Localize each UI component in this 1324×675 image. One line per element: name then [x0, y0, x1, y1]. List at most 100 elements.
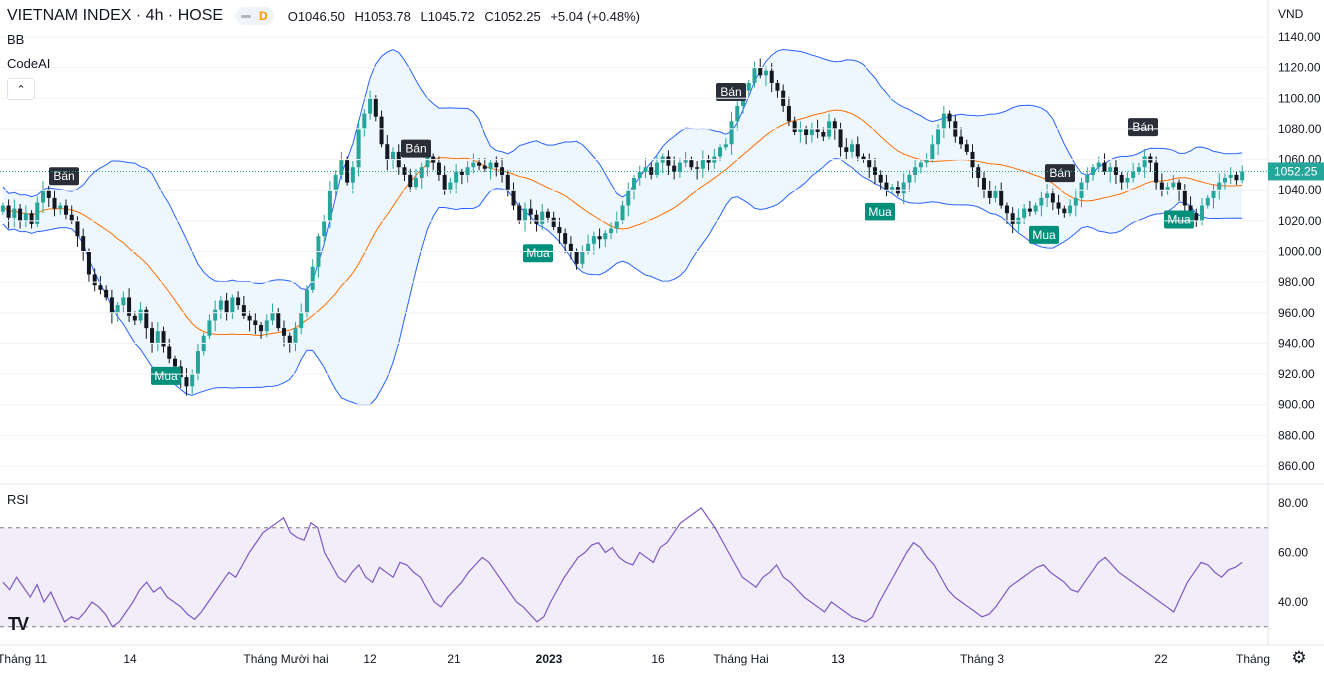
candle-body	[379, 116, 384, 145]
y-tick-label: 880.00	[1278, 428, 1315, 442]
candle-body	[465, 167, 470, 175]
symbol-title[interactable]: VIETNAM INDEX · 4h · HOSE	[7, 7, 224, 24]
candle-body	[821, 131, 826, 137]
candle-body	[718, 147, 723, 157]
candle-body	[987, 190, 992, 198]
open-value: O1046.50	[287, 8, 345, 24]
candle-body	[609, 228, 614, 234]
buy-signal-tag: Mua	[1029, 225, 1059, 244]
candle-body	[1234, 174, 1239, 181]
candle-body	[1045, 193, 1050, 198]
signal-tag-bg	[1029, 225, 1059, 244]
change-value: +5.04 (+0.48%)	[550, 8, 640, 24]
candle-body	[230, 297, 235, 313]
candle-body	[907, 174, 912, 183]
candle-body	[964, 144, 969, 152]
candle-body	[890, 187, 895, 191]
candle-body	[1159, 182, 1164, 191]
candle-body	[1033, 205, 1038, 212]
candle-body	[981, 177, 986, 191]
chart-header: VIETNAM INDEX · 4h · HOSE D O1046.50 H10…	[7, 7, 646, 25]
candle-body	[356, 128, 361, 168]
candle-body	[373, 98, 378, 117]
candle-body	[654, 162, 659, 175]
candle-body	[993, 190, 998, 198]
candle-body	[12, 208, 17, 218]
signal-tag-label: Bán	[1049, 166, 1070, 180]
y-tick-label: 960.00	[1278, 306, 1315, 320]
x-tick-label: 21	[447, 652, 461, 666]
signal-tag-label: Bán	[1132, 120, 1153, 134]
x-tick-label: 16	[651, 652, 665, 666]
signal-tags: Bán Mua Bán Mua Bán Mua Bán Mua Bán Mua	[49, 82, 1194, 385]
y-tick-label: 1120.00	[1278, 61, 1321, 75]
candle-body	[477, 162, 482, 166]
candle-body	[752, 67, 757, 83]
candle-body	[132, 315, 137, 321]
candle-body	[46, 190, 51, 198]
candle-body	[580, 251, 585, 264]
candle-body	[1211, 190, 1216, 198]
candle-body	[677, 162, 682, 172]
candle-body	[872, 167, 877, 175]
candle-body	[792, 121, 797, 132]
candle-body	[672, 165, 677, 172]
candle-body	[310, 266, 315, 290]
candle-body	[528, 208, 533, 215]
x-tick-label: 13	[831, 652, 845, 666]
candle-body	[620, 205, 625, 221]
candle-body	[1062, 208, 1067, 214]
candle-body	[167, 346, 172, 359]
candle-body	[735, 105, 740, 122]
candle-body	[591, 236, 596, 244]
candle-body	[643, 167, 648, 172]
candle-body	[276, 312, 281, 329]
candle-body	[402, 167, 407, 175]
x-tick-label: 22	[1154, 652, 1168, 666]
collapse-indicators-button[interactable]: ⌃	[7, 78, 35, 100]
candle-body	[184, 377, 189, 387]
indicator-rsi-label[interactable]: RSI	[7, 492, 29, 507]
candle-body	[1102, 162, 1107, 172]
last-price-label: 1052.25	[1274, 164, 1318, 178]
signal-tag-bg	[401, 139, 431, 158]
candle-body	[1125, 177, 1130, 183]
candle-body	[1090, 167, 1096, 175]
buy-signal-tag: Mua	[523, 244, 553, 263]
indicator-bb-label[interactable]: BB	[7, 32, 25, 47]
candle-body	[419, 167, 424, 178]
signal-tag-bg	[1045, 164, 1075, 183]
candle-body	[259, 325, 264, 332]
candle-body	[1222, 177, 1227, 183]
candle-body	[86, 251, 91, 275]
interval-badge[interactable]: D	[235, 7, 274, 25]
y-tick-label: 1040.00	[1278, 183, 1322, 197]
gear-icon[interactable]: ⚙	[1291, 648, 1307, 667]
x-tick-label: Tháng Hai	[713, 652, 768, 666]
candle-body	[522, 208, 527, 221]
candle-body	[1240, 171, 1245, 181]
indicator-codeai-label[interactable]: CodeAI	[7, 56, 51, 71]
interval-badge-label: D	[259, 9, 268, 23]
candle-body	[1108, 167, 1113, 172]
candle-body	[494, 162, 499, 168]
candle-body	[804, 128, 809, 136]
candle-body	[941, 113, 946, 129]
candle-body	[832, 121, 837, 129]
candle-body	[924, 159, 929, 163]
candle-body	[689, 159, 694, 168]
candle-body	[236, 297, 241, 306]
bb-lower-line	[2, 158, 1243, 406]
candle-body	[568, 243, 573, 252]
candle-body	[98, 285, 103, 290]
candle-body	[563, 233, 568, 244]
candle-body	[930, 144, 935, 160]
candle-body	[1027, 208, 1032, 212]
y-tick-label: 1100.00	[1278, 91, 1321, 105]
candle-body	[723, 144, 728, 148]
candle-body	[224, 300, 229, 313]
low-value: L1045.72	[420, 8, 475, 24]
sell-signal-tag: Bán	[49, 167, 79, 186]
x-tick-label: Tháng 11	[0, 652, 47, 666]
